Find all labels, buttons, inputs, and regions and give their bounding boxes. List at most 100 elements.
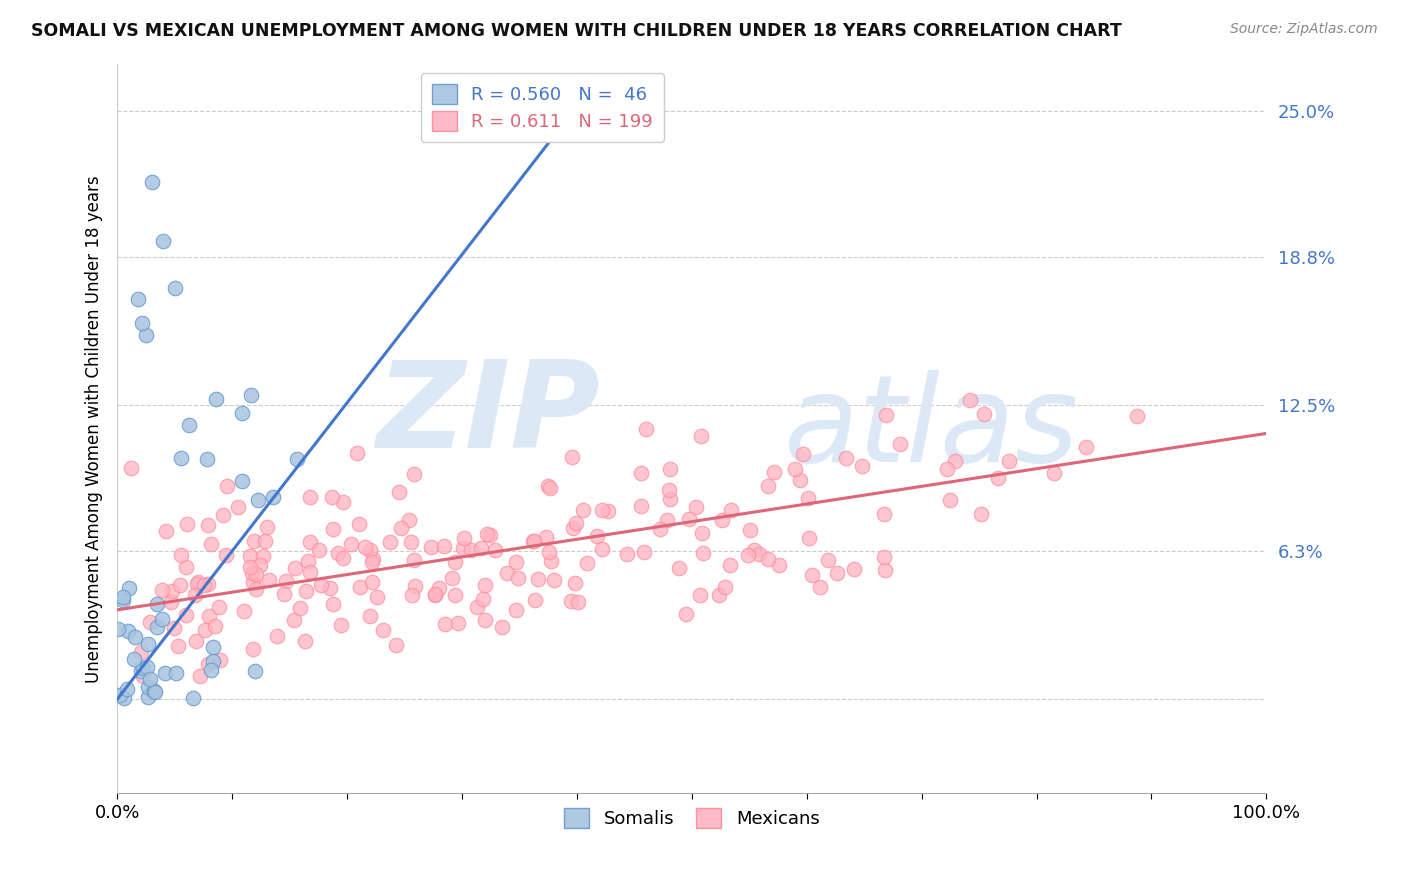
Point [471,592,494,607]
Point [564,576,586,591]
Point [290,600,312,615]
Point [659,462,682,476]
Point [262,490,284,504]
Point [169,549,191,563]
Point [447,616,470,631]
Point [294,583,316,598]
Point [142,684,165,698]
Point [714,581,737,595]
Point [373,624,395,638]
Point [332,550,354,565]
Point [202,640,225,654]
Point [257,573,280,587]
Point [491,620,513,634]
Point [561,521,583,535]
Point [876,408,898,422]
Point [176,516,198,531]
Point [284,561,307,575]
Point [973,407,995,421]
Point [423,588,446,602]
Point [298,535,321,549]
Point [534,531,557,545]
Point [690,526,713,541]
Point [135,327,157,342]
Point [572,503,595,517]
Point [825,566,848,580]
Point [184,633,207,648]
Point [540,554,562,568]
Point [474,578,496,592]
Legend: Somalis, Mexicans: Somalis, Mexicans [557,801,827,836]
Point [398,513,420,527]
Point [543,573,565,587]
Point [744,542,766,557]
Point [423,587,446,601]
Point [689,588,711,602]
Point [427,581,450,595]
Point [321,490,343,504]
Point [404,579,426,593]
Point [339,537,361,551]
Point [326,546,349,560]
Point [939,492,962,507]
Point [495,566,517,580]
Point [329,618,352,632]
Point [385,638,408,652]
Point [465,600,488,615]
Point [591,542,613,557]
Point [200,537,222,551]
Point [477,527,499,541]
Point [561,450,583,464]
Point [987,471,1010,485]
Point [943,454,966,468]
Point [470,541,492,555]
Point [505,602,527,616]
Point [245,566,267,581]
Point [283,613,305,627]
Point [388,484,411,499]
Point [152,234,174,248]
Point [685,500,707,514]
Point [692,546,714,560]
Point [347,516,370,531]
Point [433,539,456,553]
Point [998,454,1021,468]
Point [299,565,322,579]
Point [404,552,426,566]
Text: SOMALI VS MEXICAN UNEMPLOYMENT AMONG WOMEN WITH CHILDREN UNDER 18 YEARS CORRELAT: SOMALI VS MEXICAN UNEMPLOYMENT AMONG WOM… [31,22,1122,40]
Point [117,681,139,696]
Point [169,578,191,592]
Point [197,577,219,591]
Point [354,540,377,554]
Point [298,490,321,504]
Point [737,548,759,562]
Point [243,664,266,678]
Point [970,508,993,522]
Point [959,393,981,408]
Point [200,663,222,677]
Point [380,535,402,549]
Point [187,574,209,589]
Point [789,473,811,487]
Point [538,481,561,495]
Point [720,503,742,517]
Point [873,549,896,564]
Point [817,552,839,566]
Point [143,685,166,699]
Point [756,479,779,493]
Point [138,672,160,686]
Point [332,495,354,509]
Point [936,461,959,475]
Point [401,588,423,602]
Point [655,513,678,527]
Point [506,570,529,584]
Point [243,534,266,549]
Point [165,666,187,681]
Point [112,593,135,607]
Point [560,593,582,607]
Point [889,437,911,451]
Text: ZIP: ZIP [377,356,600,473]
Point [139,615,162,630]
Point [197,518,219,533]
Point [308,542,330,557]
